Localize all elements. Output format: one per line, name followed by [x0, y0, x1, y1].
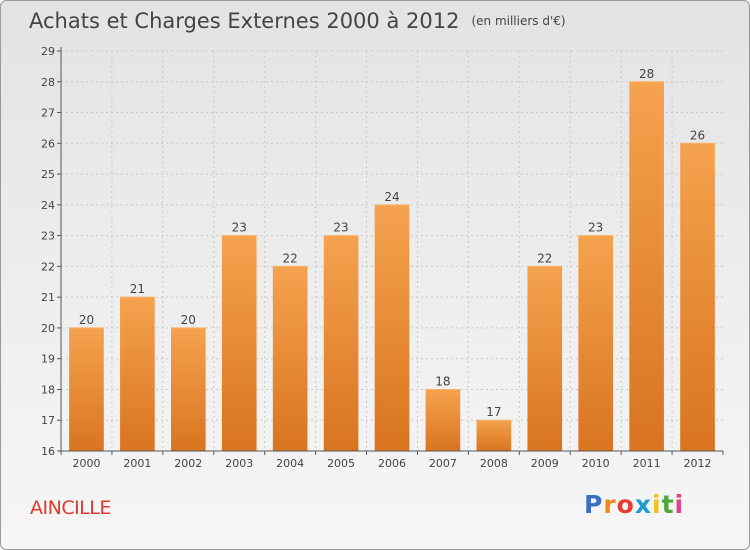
y-tick-label: 27 [41, 107, 55, 120]
data-label: 26 [690, 128, 705, 142]
bar [527, 266, 563, 451]
logo-letter: P [584, 490, 604, 519]
y-tick-label: 25 [41, 168, 55, 181]
y-tick-label: 21 [41, 291, 55, 304]
bar [221, 235, 257, 451]
logo-letter: r [603, 490, 617, 519]
data-label: 20 [79, 313, 94, 327]
data-label: 20 [181, 313, 196, 327]
x-tick-label: 2009 [531, 457, 559, 470]
bar [374, 204, 410, 451]
chart-title-text: Achats et Charges Externes 2000 à 2012 [29, 9, 460, 33]
x-tick-label: 2010 [582, 457, 610, 470]
bar [323, 235, 359, 451]
logo-letter: x [634, 490, 652, 519]
bar [629, 81, 664, 452]
data-label: 23 [232, 221, 247, 235]
x-tick-label: 2008 [480, 457, 508, 470]
bar [272, 266, 308, 451]
data-label: 18 [435, 374, 450, 388]
y-tick-label: 18 [41, 383, 55, 396]
data-label: 24 [384, 190, 399, 204]
data-label: 17 [486, 405, 501, 419]
commune-name: AINCILLE [30, 497, 111, 519]
y-tick-label: 19 [41, 353, 55, 366]
x-tick-label: 2002 [174, 457, 202, 470]
x-tick-label: 2006 [378, 457, 406, 470]
logo-letter: i [652, 490, 662, 519]
data-label: 22 [537, 251, 552, 265]
proxiti-logo[interactable]: Proxiti [584, 490, 684, 519]
bar [120, 297, 155, 451]
logo-letter: t [661, 490, 675, 519]
x-tick-label: 2003 [225, 457, 253, 470]
bar [680, 143, 715, 452]
bar [476, 420, 512, 451]
y-tick-label: 17 [41, 414, 55, 427]
axes: 16 17 18 19 20 21 22 23 24 25 26 27 28 29 2000 2001 2002… [41, 45, 724, 470]
data-label: 22 [283, 251, 298, 265]
y-tick-label: 20 [41, 322, 55, 335]
y-tick-label: 22 [41, 260, 55, 273]
chart-title: Achats et Charges Externes 2000 à 2012 (e… [29, 9, 566, 33]
logo-letter: o [616, 490, 635, 519]
bar [69, 327, 104, 451]
bar [170, 327, 206, 451]
x-tick-label: 2007 [429, 457, 457, 470]
data-label: 23 [588, 221, 603, 235]
bars: 20 21 20 23 22 23 24 18 17 22 23 28 26 [69, 67, 715, 452]
y-tick-label: 23 [41, 230, 55, 243]
x-tick-label: 2000 [72, 457, 100, 470]
logo-letter: i [674, 490, 685, 519]
y-tick-label: 24 [41, 199, 55, 212]
x-tick-label: 2012 [684, 457, 712, 470]
data-label: 23 [333, 221, 348, 235]
bar [425, 389, 461, 451]
data-label: 28 [639, 67, 654, 81]
data-label: 21 [130, 282, 145, 296]
y-tick-label: 26 [41, 137, 55, 150]
bar [578, 235, 614, 451]
x-tick-label: 2004 [276, 457, 304, 470]
x-tick-label: 2001 [123, 457, 151, 470]
y-tick-label: 16 [41, 445, 55, 458]
chart-unit-note: (en milliers d'€) [471, 14, 566, 28]
x-tick-label: 2011 [633, 457, 661, 470]
x-tick-label: 2005 [327, 457, 355, 470]
y-tick-label: 28 [41, 76, 55, 89]
y-tick-label: 29 [41, 45, 55, 58]
